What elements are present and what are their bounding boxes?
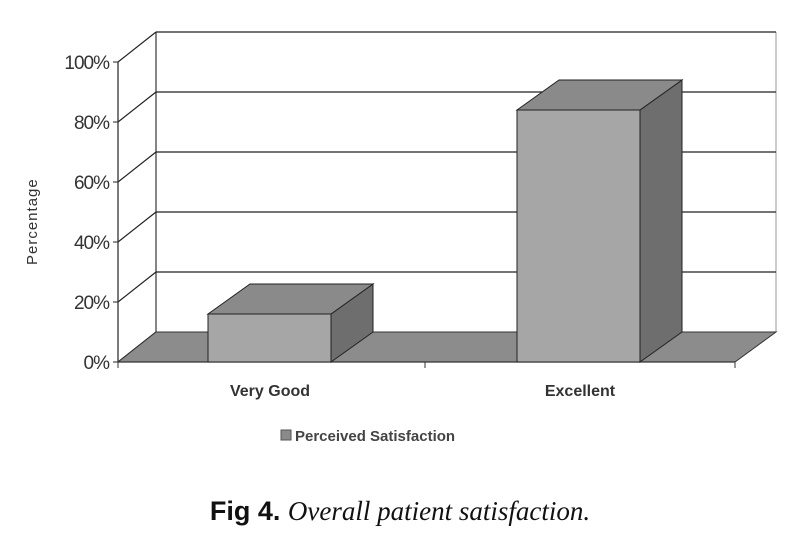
x-tick-label-very-good: Very Good (230, 383, 310, 400)
legend-label: Perceived Satisfaction (295, 428, 455, 445)
bar-side-face (639, 79, 683, 363)
gridline-diagonal (117, 91, 157, 123)
y-tick-label: 80% (74, 113, 110, 134)
x-tick-labels: Very Good Excellent (230, 383, 616, 400)
bar-front-face (207, 313, 332, 363)
legend-swatch (280, 429, 292, 441)
bar-very-good (206, 283, 375, 363)
bar-chart-3d: 0% 20% 40% 60% 80% 100% Percentage Very Good … (24, 31, 778, 445)
gridline-diagonal (117, 31, 157, 63)
gridline-diagonal (117, 151, 157, 183)
bars (206, 79, 684, 363)
gridline-diagonal (117, 271, 157, 303)
bar-front-face (516, 109, 641, 363)
caption-text: Overall patient satisfaction. (287, 496, 591, 526)
y-tick-label: 20% (74, 293, 110, 314)
figure-caption: Fig 4. Overall patient satisfaction. (0, 496, 800, 527)
y-tick-label: 0% (84, 353, 111, 374)
y-tick-label: 60% (74, 173, 110, 194)
caption-label: Fig 4. (209, 496, 281, 526)
y-tick-label: 100% (64, 53, 110, 74)
bar-excellent (515, 79, 684, 363)
legend: Perceived Satisfaction (280, 428, 455, 445)
gridline-diagonal (117, 211, 157, 243)
x-tick-label-excellent: Excellent (545, 383, 616, 400)
y-axis-label: Percentage (24, 178, 41, 265)
y-tick-label: 40% (74, 233, 110, 254)
